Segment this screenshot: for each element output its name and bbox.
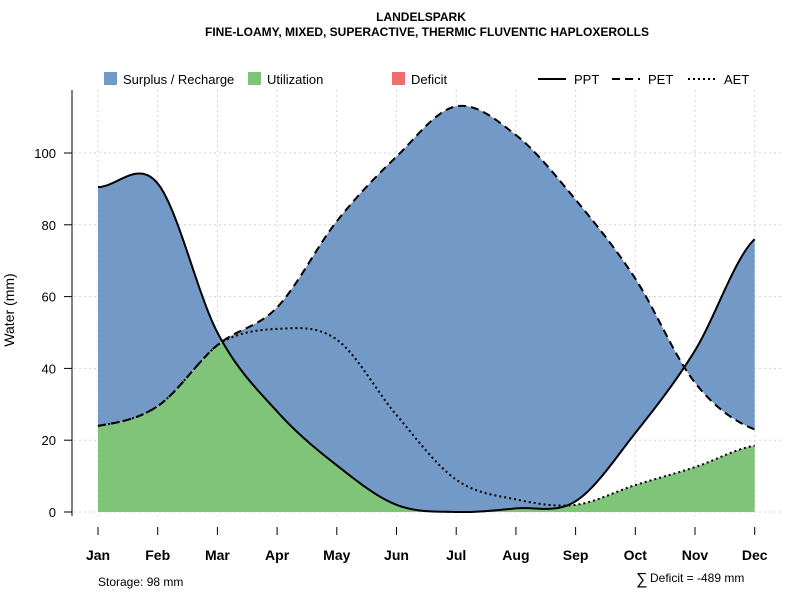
y-tick-label: 0 <box>49 505 56 520</box>
legend-label: Utilization <box>267 72 323 87</box>
legend-label: PPT <box>574 72 599 87</box>
x-tick-label: Apr <box>265 547 290 563</box>
series-line-ppt <box>97 172 756 513</box>
deficit-annotation: Deficit = -489 mm <box>650 571 744 585</box>
legend-swatch <box>248 72 261 85</box>
legend-swatch <box>392 72 405 85</box>
x-tick-label: May <box>323 547 350 563</box>
x-tick-label: Jan <box>86 547 110 563</box>
y-tick-label: 20 <box>42 433 56 448</box>
axis-layer: 0 20 40 60 80 100 Jan Feb Mar Apr May Jun Jul Aug Sep O… <box>34 90 768 563</box>
x-tick-label: Dec <box>742 547 768 563</box>
x-tick-label: Jun <box>384 547 409 563</box>
x-tick-label: Aug <box>502 547 529 563</box>
x-tick-label: Sep <box>563 547 589 563</box>
x-tick-label: Nov <box>682 547 709 563</box>
y-axis-title: Water (mm) <box>1 273 17 346</box>
legend-label: AET <box>724 72 749 87</box>
legend-swatch <box>104 72 117 85</box>
chart-subtitle: FINE-LOAMY, MIXED, SUPERACTIVE, THERMIC … <box>205 25 649 39</box>
y-tick-label: 40 <box>42 361 56 376</box>
area-layer <box>98 105 755 512</box>
legend-label: PET <box>648 72 673 87</box>
surplus-area <box>98 105 755 512</box>
legend-label: Surplus / Recharge <box>123 72 234 87</box>
y-tick-label: 60 <box>42 290 56 305</box>
y-tick-label: 100 <box>34 146 56 161</box>
x-tick-label: Feb <box>145 547 170 563</box>
x-tick-label: Mar <box>205 547 230 563</box>
chart-title: LANDELSPARK <box>376 10 466 24</box>
storage-annotation: Storage: 98 mm <box>98 575 183 589</box>
x-tick-label: Oct <box>624 547 648 563</box>
y-tick-label: 80 <box>42 218 56 233</box>
legend-label: Deficit <box>411 72 448 87</box>
series-line-aet <box>97 327 755 507</box>
sum-symbol: ∑ <box>636 571 647 588</box>
legend-layer: Surplus / Recharge Utilization Deficit PPT P… <box>104 72 749 87</box>
line-layer <box>97 104 756 513</box>
x-tick-label: Jul <box>446 547 466 563</box>
